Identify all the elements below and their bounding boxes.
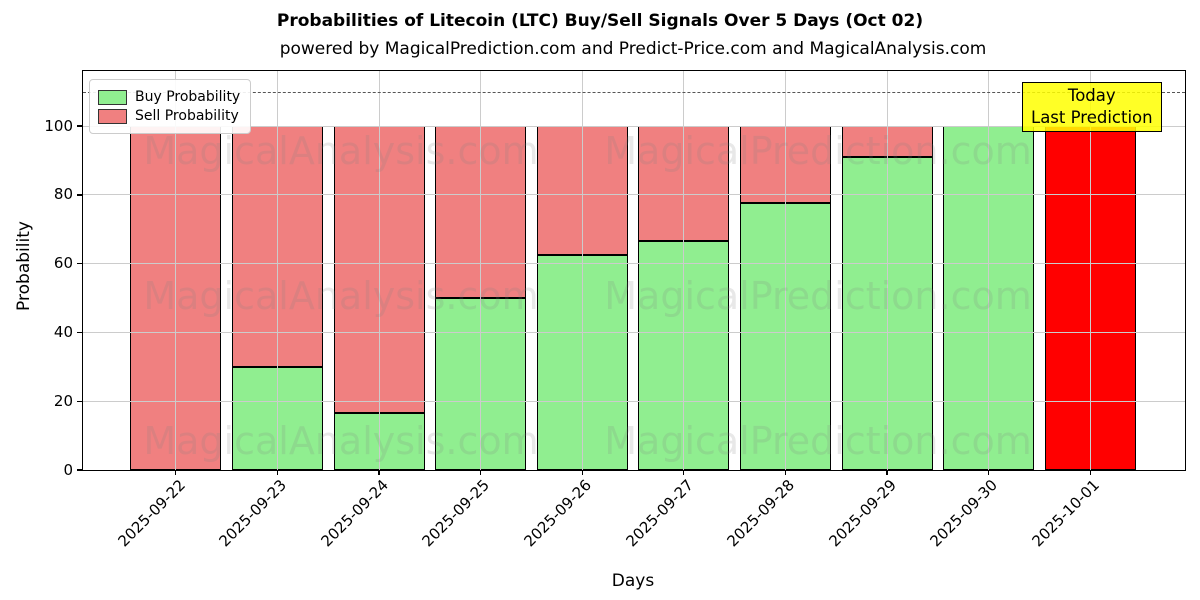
gridline-y-80 (83, 194, 1185, 196)
gridline-x-2025-09-30 (988, 71, 990, 470)
gridline-y-20 (83, 400, 1185, 402)
x-tick-label-2025-09-28: 2025-09-28 (723, 476, 799, 551)
y-tick-label-40: 40 (53, 322, 73, 341)
legend: Buy Probability Sell Probability (89, 79, 252, 134)
x-tick-label-2025-09-26: 2025-09-26 (520, 476, 595, 551)
gridline-x-2025-09-22 (175, 71, 177, 470)
x-tick-label-2025-09-22: 2025-09-22 (114, 476, 189, 551)
annotation-line-2: Last Prediction (1031, 107, 1153, 127)
reference-dashed-line (83, 91, 1185, 93)
gridline-x-2025-09-26 (581, 71, 583, 470)
x-tick-mark-2025-09-22 (175, 470, 177, 475)
x-tick-mark-2025-10-01 (1089, 470, 1091, 475)
y-tick-mark-40 (76, 331, 82, 334)
gridline-x-2025-09-24 (378, 71, 380, 470)
gridline-x-2025-09-23 (276, 71, 278, 470)
y-tick-label-100: 100 (44, 116, 73, 135)
gridline-y-60 (83, 263, 1185, 265)
y-tick-label-80: 80 (53, 185, 73, 204)
watermark-analysis-row2: MagicalAnalysis.com (143, 274, 539, 318)
legend-item-sell: Sell Probability (98, 108, 240, 124)
watermark-analysis-row1: MagicalAnalysis.com (143, 129, 539, 173)
x-tick-label-2025-09-23: 2025-09-23 (215, 476, 291, 551)
x-tick-label-2025-10-01: 2025-10-01 (1028, 476, 1103, 551)
y-tick-mark-80 (76, 194, 82, 196)
legend-label-sell: Sell Probability (135, 108, 239, 124)
watermark-prediction-row3: MagicalPrediction.com (604, 419, 1032, 463)
legend-label-buy: Buy Probability (135, 89, 241, 105)
gridline-x-2025-09-27 (683, 71, 685, 470)
y-tick-mark-60 (76, 262, 82, 265)
chart-subtitle: powered by MagicalPrediction.com and Pre… (279, 39, 987, 59)
y-tick-label-20: 20 (53, 391, 73, 410)
x-tick-label-2025-09-25: 2025-09-25 (418, 476, 494, 551)
gridline-x-2025-09-28 (784, 71, 786, 470)
legend-swatch-sell (98, 108, 127, 124)
x-tick-label-2025-09-27: 2025-09-27 (622, 476, 697, 551)
y-tick-label-60: 60 (53, 254, 73, 273)
plot-area: Buy Probability Sell Probability Today L… (44, 70, 1186, 550)
x-tick-mark-2025-09-28 (784, 470, 787, 475)
x-tick-mark-2025-09-29 (886, 470, 888, 475)
watermark-analysis-row3: MagicalAnalysis.com (143, 419, 539, 463)
x-tick-mark-2025-09-27 (683, 470, 685, 475)
annotation-line-1: Today (1067, 86, 1116, 105)
x-tick-label-2025-09-29: 2025-09-29 (825, 476, 900, 551)
x-tick-mark-2025-09-30 (987, 470, 990, 475)
today-annotation: Today Last Prediction (1022, 82, 1162, 132)
x-tick-mark-2025-09-24 (378, 470, 380, 475)
y-tick-label-0: 0 (63, 460, 73, 479)
gridline-y-40 (83, 331, 1185, 333)
y-tick-mark-20 (76, 400, 82, 402)
gridline-x-2025-10-01 (1089, 71, 1091, 470)
watermark-prediction-row2: MagicalPrediction.com (604, 274, 1032, 318)
watermark-prediction-row1: MagicalPrediction.com (604, 129, 1032, 173)
x-tick-mark-2025-09-25 (479, 470, 482, 475)
x-tick-mark-2025-09-26 (581, 470, 583, 475)
legend-swatch-buy (98, 89, 127, 105)
y-tick-mark-100 (76, 125, 82, 127)
gridline-x-2025-09-25 (480, 71, 482, 470)
x-tick-mark-2025-09-23 (276, 470, 279, 475)
y-tick-mark-0 (76, 469, 82, 471)
gridline-x-2025-09-29 (886, 71, 888, 470)
chart-title: Probabilities of Litecoin (LTC) Buy/Sell… (276, 11, 924, 31)
x-axis-label: Days (611, 571, 655, 591)
gridline-y-100 (83, 125, 1185, 127)
x-tick-label-2025-09-24: 2025-09-24 (317, 476, 392, 551)
legend-item-buy: Buy Probability (98, 89, 240, 105)
x-tick-label-2025-09-30: 2025-09-30 (926, 476, 1002, 551)
